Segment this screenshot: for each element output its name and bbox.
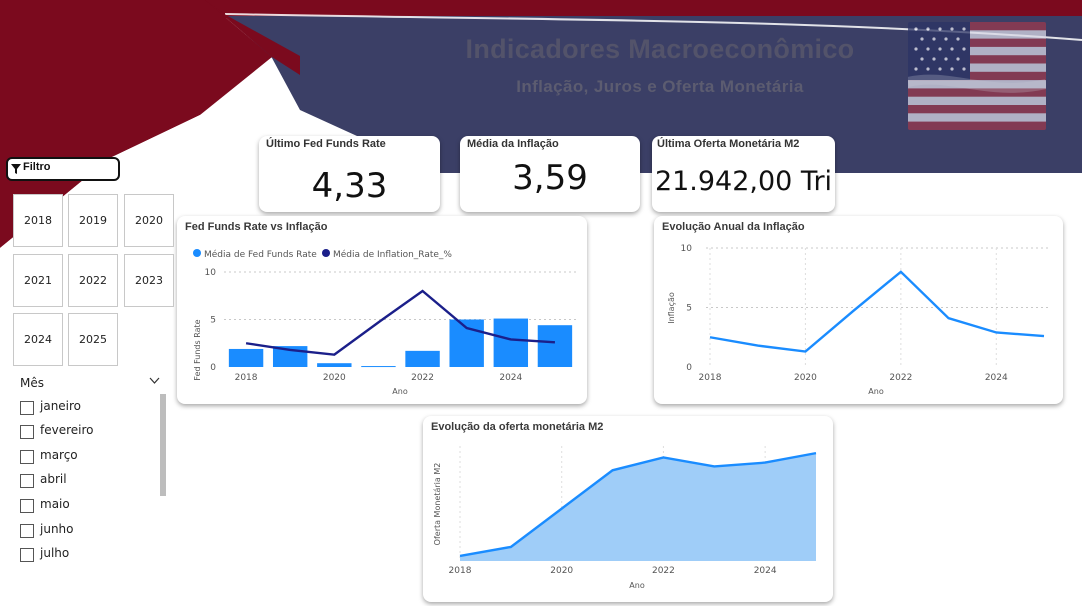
y-axis-label: Fed Funds Rate: [193, 319, 202, 380]
x-tick-label: 2024: [985, 373, 1008, 383]
legend-label-fed: Média de Fed Funds Rate: [204, 249, 317, 260]
year-button-2022[interactable]: 2022: [68, 254, 118, 307]
kpi-card-fed-funds: Último Fed Funds Rate 4,33: [259, 136, 440, 212]
chevron-down-icon[interactable]: [149, 377, 160, 385]
checkbox[interactable]: [20, 548, 34, 562]
y-axis-label: Oferta Monetária M2: [433, 463, 442, 546]
m2-area: [460, 453, 816, 561]
year-button-2019[interactable]: 2019: [68, 194, 118, 247]
filter-label: Filtro: [23, 161, 51, 173]
chart-canvas: Média de Fed Funds Rate Média de Inflati…: [193, 249, 577, 396]
chart-fed-vs-inflation: Fed Funds Rate vs Inflação Média de Fed …: [177, 216, 587, 404]
inflation-line: [245, 289, 556, 356]
chart-title: Evolução Anual da Inflação: [662, 221, 805, 233]
y-tick-label: 0: [686, 363, 692, 373]
month-label: fevereiro: [40, 423, 94, 437]
header-maroon-wedge: [205, 0, 300, 75]
funnel-icon: [11, 164, 21, 174]
x-tick-label: 2024: [754, 566, 777, 576]
legend-marker-inflation: [322, 249, 330, 257]
kpi-value: 3,59: [512, 158, 588, 198]
year-button-2025[interactable]: 2025: [68, 313, 118, 366]
chart-canvas: Inflação Ano 0 5 10 2018 2020 2022 2024: [667, 244, 1050, 396]
page-title: Indicadores Macroeconômico: [465, 34, 855, 64]
x-tick-label: 2018: [235, 373, 258, 383]
checkbox[interactable]: [20, 474, 34, 488]
kpi-value: 4,33: [311, 166, 388, 206]
kpi-label: Última Oferta Monetária M2: [657, 138, 800, 150]
month-label: junho: [40, 522, 74, 536]
x-tick-label: 2018: [699, 373, 722, 383]
checkbox[interactable]: [20, 425, 34, 439]
x-tick-label: 2020: [323, 373, 346, 383]
checkbox[interactable]: [20, 499, 34, 513]
fed-funds-bar: [405, 350, 440, 367]
x-axis-label: Ano: [868, 387, 884, 396]
y-tick-label: 0: [210, 363, 216, 373]
fed-funds-bar: [361, 366, 396, 368]
month-list-scrollbar[interactable]: [160, 394, 166, 496]
fed-funds-bar: [537, 325, 573, 367]
x-tick-label: 2024: [499, 373, 522, 383]
header-navy-band: [225, 16, 1082, 173]
kpi-card-m2: Última Oferta Monetária M2 21.942,00 Tri: [652, 136, 835, 212]
checkbox[interactable]: [20, 450, 34, 464]
kpi-card-inflation: Média da Inflação 3,59: [460, 136, 640, 212]
page-subtitle: Inflação, Juros e Oferta Monetária: [516, 77, 804, 96]
month-label: março: [40, 448, 78, 462]
kpi-label: Média da Inflação: [467, 138, 559, 150]
chart-title: Fed Funds Rate vs Inflação: [185, 221, 328, 233]
fed-funds-bar: [228, 348, 264, 367]
legend-label-inflation: Média de Inflation_Rate_%: [333, 249, 452, 260]
y-tick-label: 10: [681, 244, 693, 254]
year-button-2024[interactable]: 2024: [13, 313, 63, 366]
year-button-2021[interactable]: 2021: [13, 254, 63, 307]
y-tick-label: 10: [205, 268, 217, 278]
year-button-2018[interactable]: 2018: [13, 194, 63, 247]
fed-funds-bar: [317, 363, 352, 367]
filter-header[interactable]: Filtro: [6, 157, 120, 181]
chart-canvas: Oferta Monetária M2 Ano 2018 2020 2022 2024: [433, 446, 817, 590]
x-tick-label: 2022: [411, 373, 434, 383]
month-label: maio: [40, 497, 70, 511]
x-tick-label: 2022: [652, 566, 675, 576]
x-tick-label: 2018: [449, 566, 472, 576]
legend-marker-fed: [193, 249, 201, 257]
x-axis-label: Ano: [629, 581, 645, 590]
month-label: julho: [40, 546, 70, 560]
month-label: abril: [40, 472, 67, 486]
x-axis-label: Ano: [392, 387, 408, 396]
m2-line: [459, 451, 817, 558]
us-flag-icon: [908, 22, 1046, 130]
y-tick-label: 5: [686, 304, 692, 314]
month-slicer-title: Mês: [20, 376, 44, 390]
y-tick-label: 5: [210, 316, 216, 326]
year-button-2023[interactable]: 2023: [124, 254, 174, 307]
kpi-value: 21.942,00 Tri: [654, 166, 833, 197]
fed-funds-bar: [493, 318, 529, 367]
x-tick-label: 2022: [889, 373, 912, 383]
kpi-label: Último Fed Funds Rate: [266, 138, 386, 150]
year-button-2020[interactable]: 2020: [124, 194, 174, 247]
inflation-line: [709, 270, 1045, 353]
checkbox[interactable]: [20, 524, 34, 538]
header-maroon-strip: [0, 0, 1082, 18]
x-tick-label: 2020: [794, 373, 817, 383]
y-axis-label: Inflação: [667, 292, 676, 324]
sidebar-maroon-shape: [0, 0, 272, 248]
checkbox[interactable]: [20, 401, 34, 415]
chart-title: Evolução da oferta monetária M2: [431, 421, 604, 433]
chart-m2-supply: Evolução da oferta monetária M2 Oferta M…: [423, 416, 833, 602]
x-tick-label: 2020: [550, 566, 573, 576]
month-label: janeiro: [40, 399, 82, 413]
chart-annual-inflation: Evolução Anual da Inflação Inflação Ano …: [654, 216, 1063, 404]
